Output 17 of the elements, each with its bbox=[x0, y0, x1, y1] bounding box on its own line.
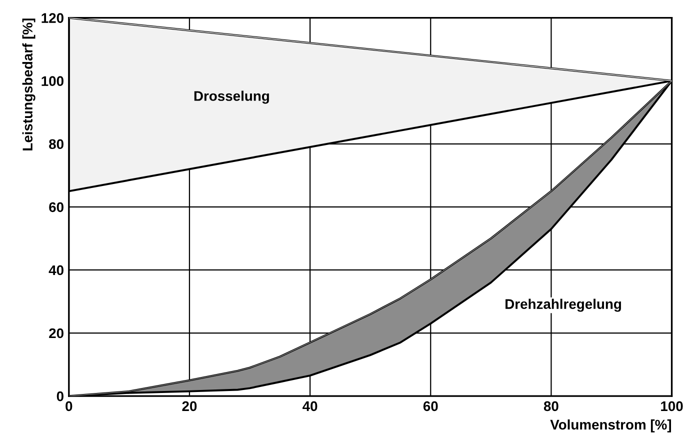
x-tick-label: 0 bbox=[66, 401, 72, 412]
y-tick-label: 80 bbox=[49, 139, 64, 150]
annotation: Drosselung bbox=[194, 90, 269, 104]
y-axis-title: Leistungsbedarf [%] bbox=[22, 18, 36, 150]
x-tick-label: 60 bbox=[423, 401, 438, 412]
y-tick-label: 120 bbox=[42, 13, 64, 23]
x-tick-label: 20 bbox=[182, 401, 197, 412]
annotation: Drehzahlregelung bbox=[506, 298, 621, 312]
x-axis-title: Volumenstrom [%] bbox=[550, 419, 671, 432]
x-tick-label: 100 bbox=[661, 401, 683, 412]
y-tick-label: 40 bbox=[48, 265, 64, 276]
y-tick-label: 20 bbox=[49, 328, 64, 338]
y-tick-label: 0 bbox=[56, 391, 64, 402]
x-tick-label: 40 bbox=[302, 401, 318, 412]
x-tick-label: 80 bbox=[544, 401, 558, 412]
y-tick-label: 100 bbox=[42, 76, 64, 86]
y-tick-label: 60 bbox=[49, 202, 64, 212]
